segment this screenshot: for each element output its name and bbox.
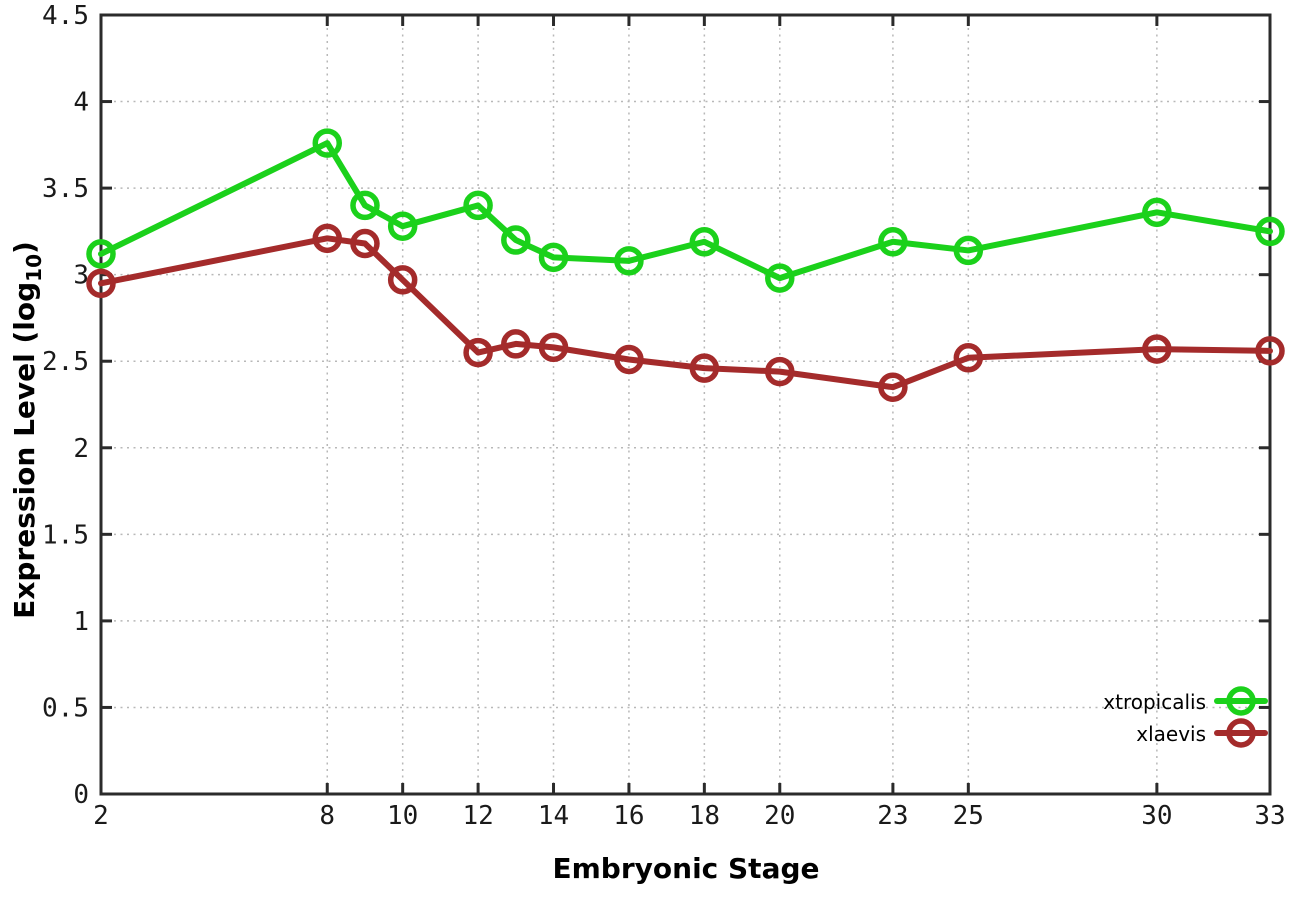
legend-sample-marker xyxy=(1226,718,1256,748)
series-line-xlaevis xyxy=(98,235,1273,391)
y-tick-label: 4 xyxy=(73,88,89,118)
data-point-marker xyxy=(689,227,720,257)
data-point-marker xyxy=(312,223,343,254)
y-axis-title: Expression Level (log10) xyxy=(8,241,46,619)
gridlines xyxy=(100,14,1271,795)
data-point-marker xyxy=(86,239,116,269)
legend-label: xlaevis xyxy=(1136,722,1206,746)
data-point-marker xyxy=(350,228,380,259)
tick-labels: 2 8 10 12 14 16 18 20 23 25 30 33 0 0.5 1 1.5 2 2.5 3 3.5 4 4… xyxy=(42,1,1286,831)
y-tick-label: 2.5 xyxy=(42,347,89,377)
data-point-marker xyxy=(614,344,644,375)
x-tick-label: 14 xyxy=(538,801,569,831)
y-tick-label: 0.5 xyxy=(42,693,89,723)
data-point-marker xyxy=(1255,216,1285,247)
data-point-marker xyxy=(463,190,493,221)
x-tick-label: 23 xyxy=(877,801,908,831)
y-tick-label: 3 xyxy=(73,261,89,291)
y-tick-label: 1 xyxy=(73,607,89,637)
data-point-marker xyxy=(350,190,380,221)
y-tick-label: 2 xyxy=(73,434,89,464)
data-point-marker xyxy=(1142,334,1172,364)
legend-entry-xtropicalis: xtropicalis xyxy=(1103,686,1268,716)
y-tick-label: 4.5 xyxy=(42,1,89,31)
legend-entry-xlaevis: xlaevis xyxy=(1136,718,1268,748)
series-xlaevis xyxy=(86,223,1285,402)
x-tick-label: 8 xyxy=(319,801,335,831)
data-point-marker xyxy=(1255,336,1285,366)
x-tick-label: 12 xyxy=(462,801,493,831)
data-point-marker xyxy=(765,356,795,387)
x-tick-label: 30 xyxy=(1141,801,1172,831)
x-tick-label: 33 xyxy=(1254,801,1285,831)
data-point-marker xyxy=(878,227,908,257)
data-point-marker xyxy=(538,332,569,363)
x-tick-label: 16 xyxy=(613,801,644,831)
data-point-marker xyxy=(878,372,908,402)
x-axis-title: Embryonic Stage xyxy=(553,852,820,885)
data-point-marker xyxy=(463,337,493,368)
y-tick-label: 1.5 xyxy=(42,520,89,550)
data-point-marker xyxy=(387,265,418,295)
plot-layer: 2 8 10 12 14 16 18 20 23 25 30 33 0 0.5 1 1.5 2 2.5 3 3.5 4 4… xyxy=(42,1,1286,831)
data-point-marker xyxy=(765,263,795,293)
series-line-xtropicalis xyxy=(98,140,1273,282)
y-axis-title-main: Expression Level (log xyxy=(8,282,41,619)
plot-border xyxy=(99,13,1272,796)
legend-label: xtropicalis xyxy=(1103,690,1206,714)
series-layer xyxy=(86,128,1285,402)
x-tick-label: 20 xyxy=(764,801,795,831)
data-point-marker xyxy=(953,235,984,266)
data-point-marker xyxy=(953,343,984,373)
plot-border-rect xyxy=(99,13,1272,796)
y-tick-label: 3.5 xyxy=(42,174,89,204)
data-point-marker xyxy=(501,225,531,255)
y-axis-title-subscript: 10 xyxy=(22,254,46,282)
x-tick-label: 2 xyxy=(93,801,109,831)
data-point-marker xyxy=(86,268,116,299)
data-point-marker xyxy=(689,353,720,383)
x-tick-label: 25 xyxy=(953,801,984,831)
data-point-marker xyxy=(501,329,531,359)
legend-sample-marker xyxy=(1226,686,1256,716)
data-point-marker xyxy=(312,128,343,158)
series-xtropicalis xyxy=(86,128,1285,293)
data-point-marker xyxy=(387,211,418,241)
data-point-marker xyxy=(614,246,644,276)
y-tick-label: 0 xyxy=(73,780,89,810)
y-axis-title-suffix: ) xyxy=(8,241,41,254)
data-point-marker xyxy=(538,242,569,273)
data-point-marker xyxy=(1142,197,1172,228)
x-tick-label: 10 xyxy=(387,801,418,831)
legend: xtropicalis xlaevis xyxy=(1103,686,1268,748)
axis-ticks xyxy=(99,13,1272,796)
x-tick-label: 18 xyxy=(689,801,720,831)
